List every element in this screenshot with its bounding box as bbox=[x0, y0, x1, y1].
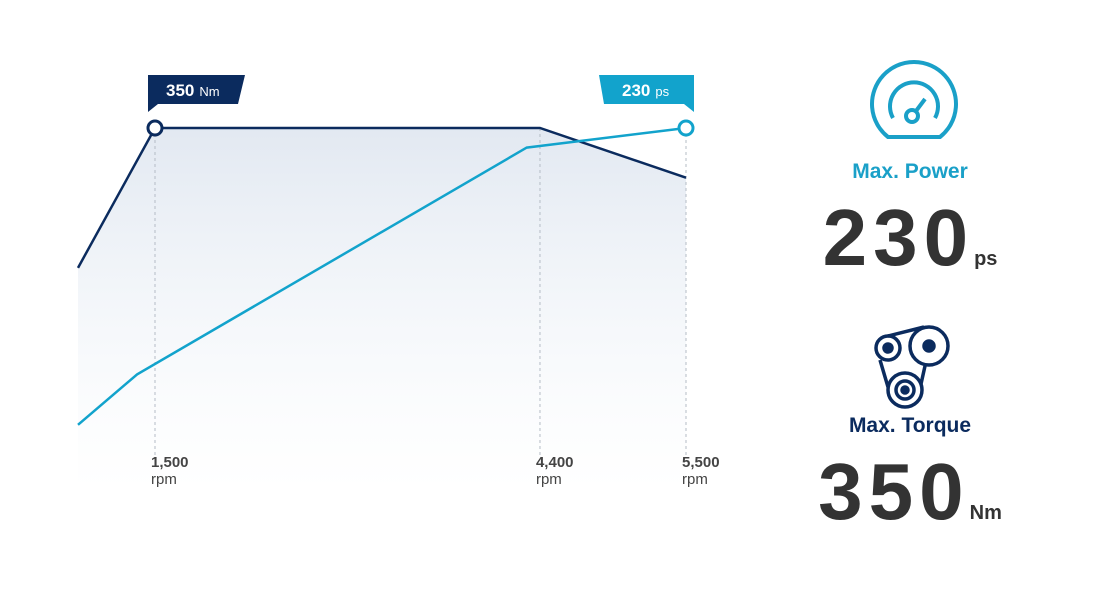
spec-torque: Max. Torque 350Nm bbox=[800, 414, 1020, 553]
flag-unit: Nm bbox=[199, 84, 219, 99]
spec-value: 230ps bbox=[800, 198, 1020, 299]
value-flag bbox=[147, 75, 245, 112]
spec-unit: ps bbox=[974, 248, 998, 270]
flag-value: 350 bbox=[166, 81, 194, 100]
series-line bbox=[76, 126, 687, 269]
x-unit-label: rpm bbox=[151, 471, 177, 488]
value-flag-label: 350 Nm bbox=[166, 81, 220, 100]
spec-number: 350 bbox=[818, 447, 970, 536]
spec-label: Max. Torque bbox=[848, 414, 972, 437]
torque-icon bbox=[874, 325, 950, 409]
x-unit-label: rpm bbox=[536, 471, 562, 488]
value-flag-label: 230 ps bbox=[622, 81, 670, 100]
speedometer-icon bbox=[870, 60, 958, 139]
x-tick-label: 4,400 bbox=[536, 454, 574, 471]
spec-value: 350Nm bbox=[800, 452, 1020, 553]
series-line bbox=[77, 126, 687, 426]
area-fill bbox=[78, 128, 686, 490]
peak-marker bbox=[677, 119, 695, 137]
value-flag bbox=[599, 75, 694, 112]
flag-value: 230 bbox=[622, 81, 650, 100]
spec-number: 230 bbox=[822, 193, 975, 282]
spec-label: Max. Power bbox=[852, 160, 968, 183]
peak-marker bbox=[146, 119, 164, 137]
x-tick-label: 5,500 bbox=[682, 454, 720, 471]
spec-unit: Nm bbox=[969, 502, 1002, 524]
x-unit-label: rpm bbox=[682, 471, 708, 488]
spec-power: Max. Power 230ps bbox=[800, 160, 1020, 299]
x-tick-label: 1,500 bbox=[151, 454, 189, 471]
flag-unit: ps bbox=[655, 84, 669, 99]
